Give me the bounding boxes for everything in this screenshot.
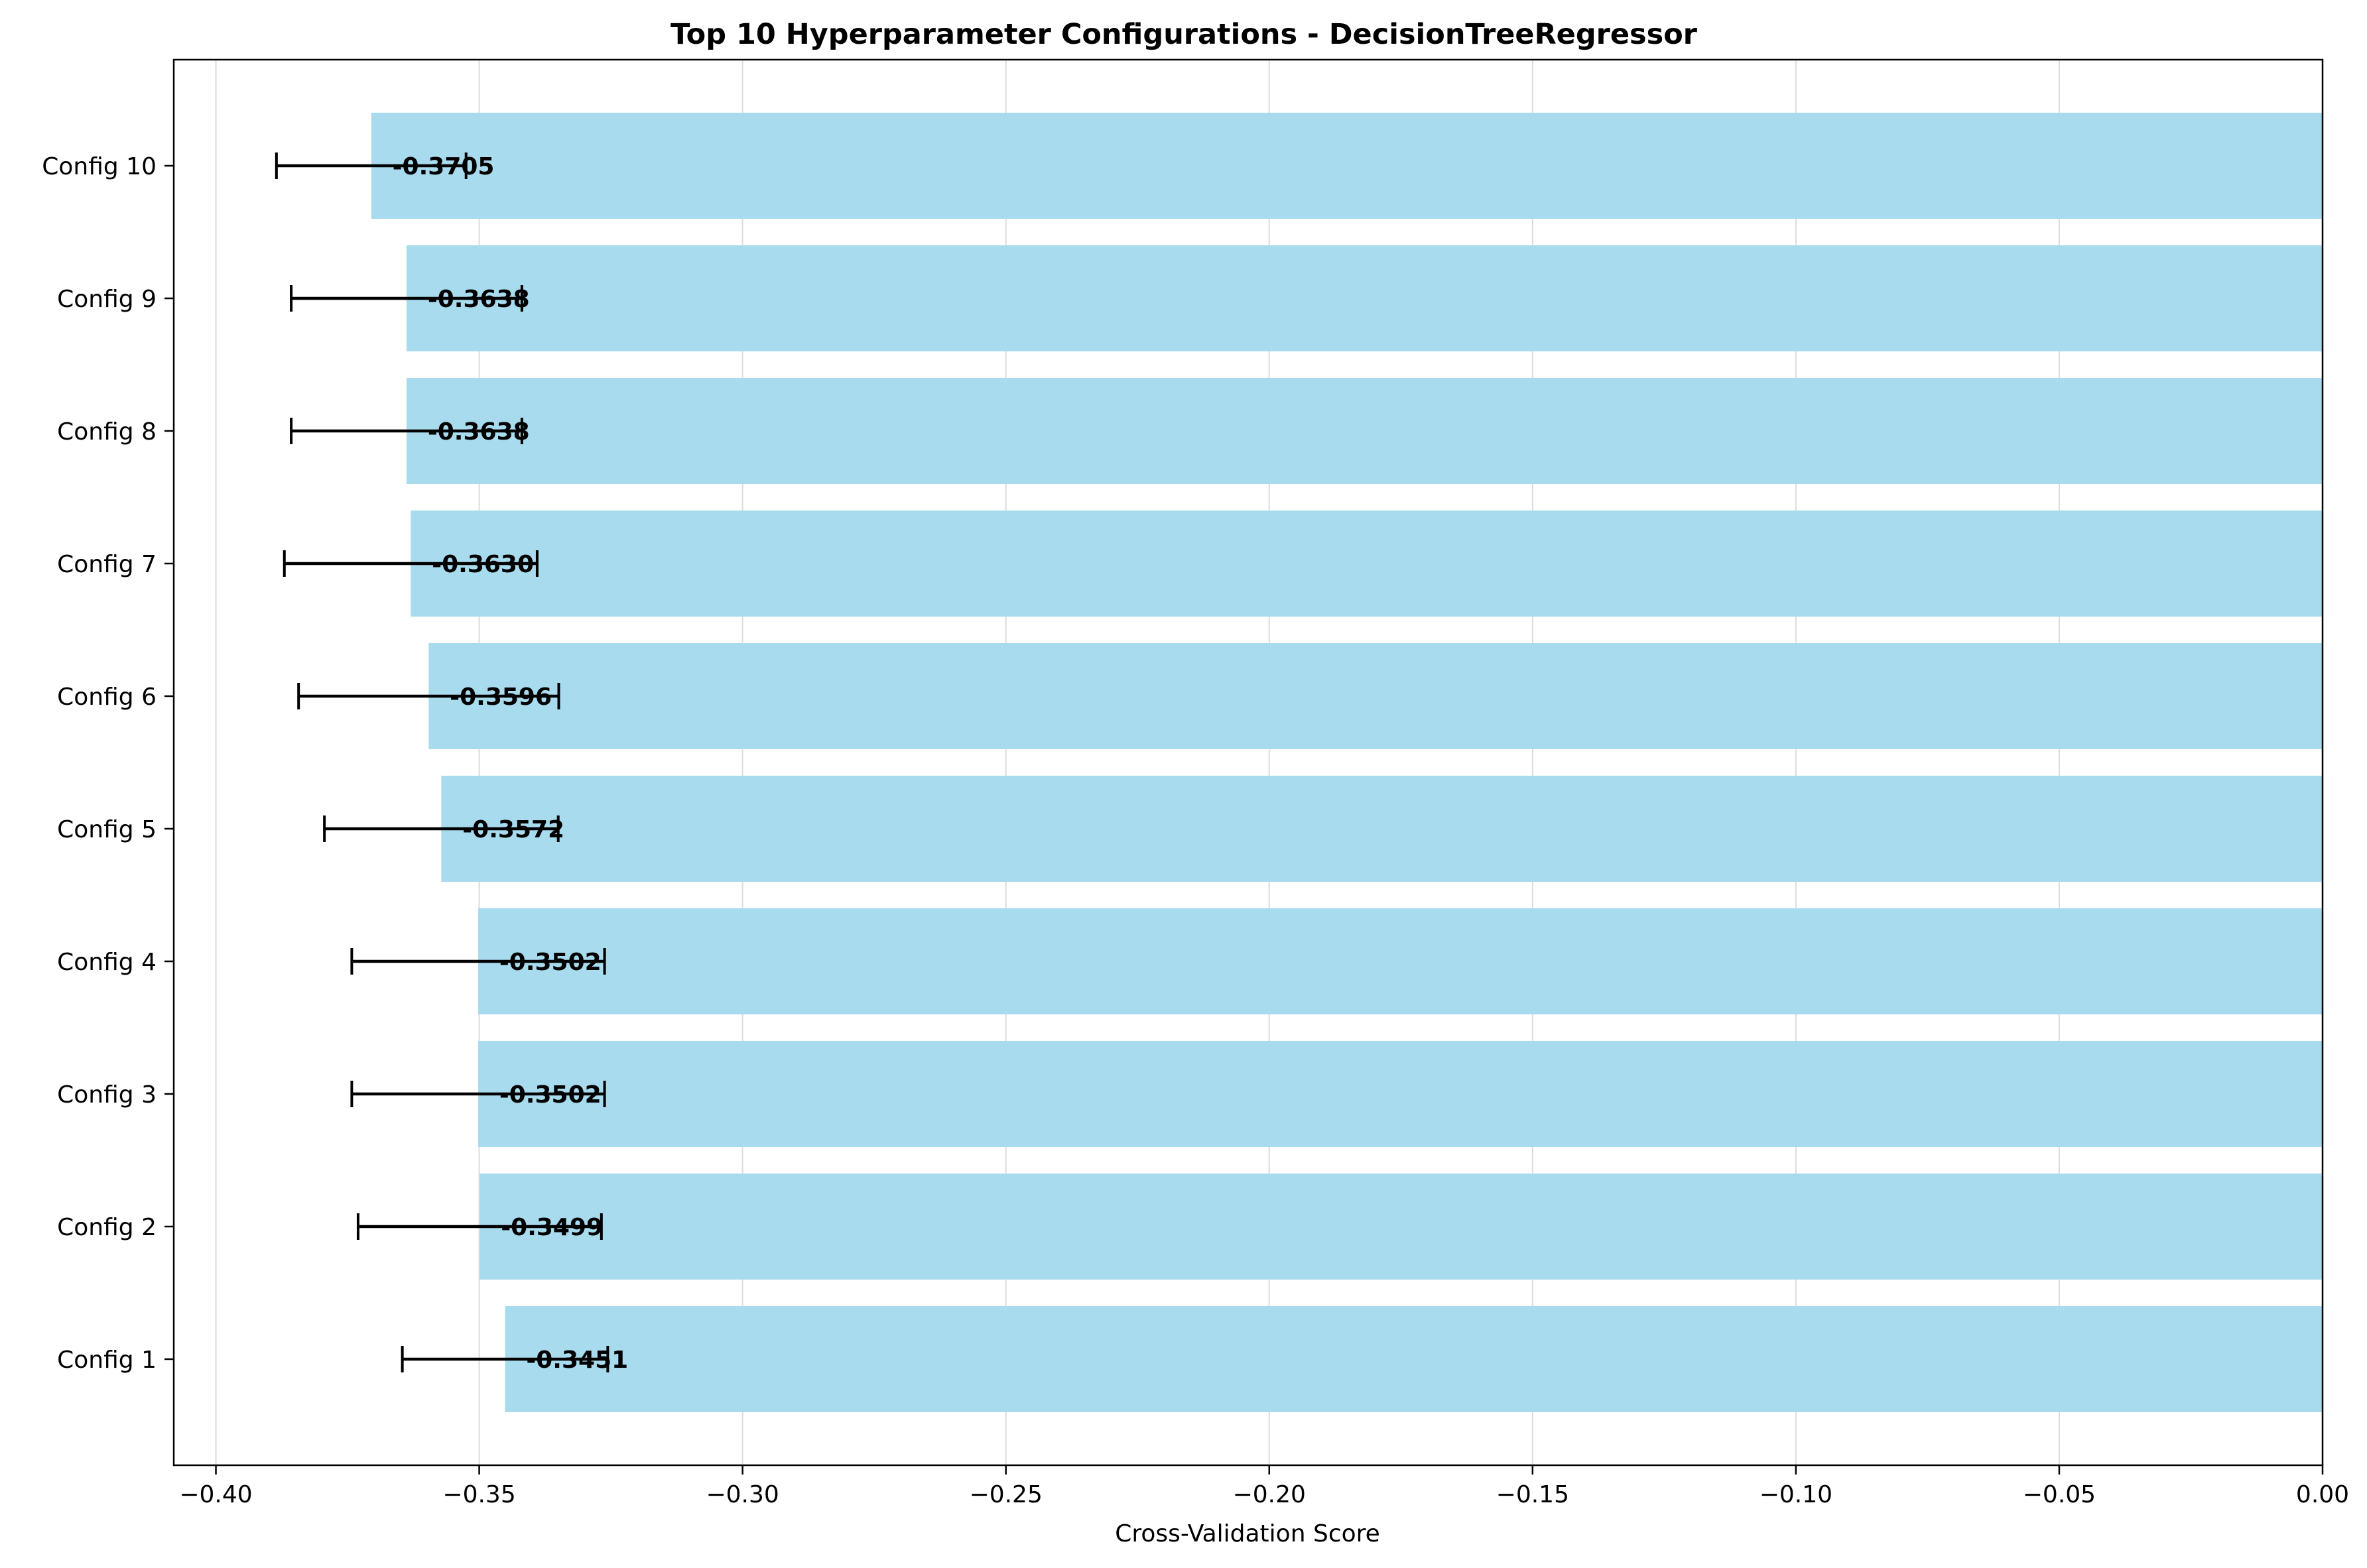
y-tick-label: Config 10: [42, 153, 157, 180]
bar: [480, 1174, 2323, 1280]
y-tick-label: Config 8: [57, 418, 157, 446]
value-labels: -0.3451 -0.3499 -0.3502 -0.3502 -0.3572 -0.35…: [393, 153, 629, 1374]
data-label: -0.3705: [393, 153, 495, 180]
x-tick-label: −0.40: [179, 1481, 252, 1508]
x-tick-label: −0.25: [970, 1481, 1043, 1508]
bar: [478, 908, 2323, 1014]
data-label: -0.3596: [450, 684, 552, 711]
bar: [407, 245, 2323, 351]
y-tick-label: Config 4: [57, 949, 157, 976]
bar: [411, 511, 2323, 617]
bar: [505, 1306, 2323, 1412]
bar: [478, 1041, 2323, 1147]
bar: [428, 643, 2323, 749]
y-tick-label: Config 9: [57, 286, 157, 313]
data-label: -0.3638: [428, 286, 530, 313]
bar: [371, 113, 2323, 219]
data-label: -0.3451: [526, 1347, 628, 1374]
data-label: -0.3499: [501, 1214, 603, 1241]
x-tick-label: 0.00: [2296, 1481, 2349, 1508]
plot-frame: [172, 58, 2324, 1467]
y-tick-label: Config 5: [57, 816, 157, 843]
y-tick-label: Config 7: [57, 551, 157, 578]
y-tick-label: Config 2: [57, 1214, 157, 1241]
x-tick-label: −0.10: [1759, 1481, 1832, 1508]
chart-title: Top 10 Hyperparameter Configurations - D…: [671, 18, 1698, 51]
data-label: -0.3502: [499, 1081, 602, 1109]
bars: [371, 113, 2323, 1412]
error-bars: [275, 152, 609, 1372]
x-tick-label: −0.15: [1496, 1481, 1569, 1508]
x-tick-label: −0.20: [1233, 1481, 1306, 1508]
bar: [407, 378, 2323, 484]
bar: [441, 776, 2323, 882]
y-tick-label: Config 3: [57, 1081, 157, 1109]
y-tick-label: Config 1: [57, 1347, 157, 1374]
x-axis-label: Cross-Validation Score: [1115, 1520, 1380, 1547]
x-tick-label: −0.35: [442, 1481, 515, 1508]
x-tick-label: −0.30: [706, 1481, 779, 1508]
data-label: -0.3638: [428, 418, 530, 446]
y-axis-ticks: Config 1 Config 2 Config 3 Config 4 Config 5…: [42, 153, 174, 1374]
x-tick-label: −0.05: [2023, 1481, 2096, 1508]
y-tick-label: Config 6: [57, 684, 157, 711]
data-label: -0.3630: [432, 551, 534, 578]
data-label: -0.3502: [499, 949, 602, 976]
x-axis-ticks: −0.40 −0.35 −0.30 −0.25 −0.20 −0.15 −0.10 −0.05…: [179, 1465, 2349, 1508]
data-label: -0.3572: [462, 816, 564, 843]
